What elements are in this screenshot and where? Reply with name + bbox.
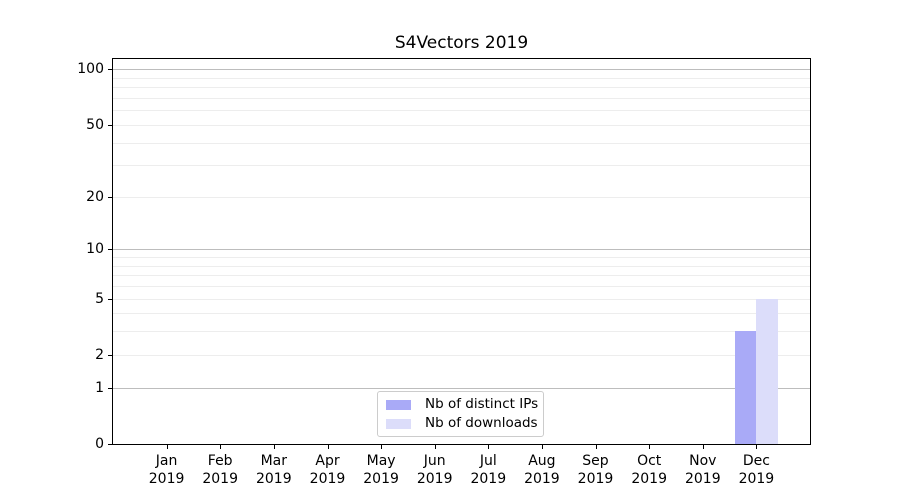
y-tick-mark xyxy=(108,124,113,126)
x-tick-label: Nov 2019 xyxy=(684,453,721,487)
y-tick-mark xyxy=(108,354,113,356)
minor-gridline xyxy=(113,142,810,144)
x-tick-mark xyxy=(273,445,275,449)
y-tick-mark xyxy=(108,387,113,389)
y-tick-label: 100 xyxy=(77,61,104,78)
legend-swatch xyxy=(386,418,411,429)
x-tick-mark xyxy=(166,445,168,449)
minor-gridline xyxy=(113,196,810,198)
y-tick-mark xyxy=(108,249,113,251)
x-tick-mark xyxy=(220,445,222,449)
minor-gridline xyxy=(113,313,810,315)
x-tick-label: Feb 2019 xyxy=(202,453,238,487)
minor-gridline xyxy=(113,298,810,300)
y-tick-label: 50 xyxy=(86,116,104,133)
x-tick-label: Aug 2019 xyxy=(524,453,560,487)
y-tick-label: 5 xyxy=(95,290,104,307)
x-tick-mark xyxy=(756,445,758,449)
minor-gridline xyxy=(113,124,810,126)
y-tick-mark xyxy=(108,444,113,445)
x-tick-mark xyxy=(327,445,329,449)
x-tick-label: Jan 2019 xyxy=(148,453,185,487)
bar xyxy=(756,298,778,444)
y-tick-label: 2 xyxy=(95,346,104,363)
x-tick-label: Jun 2019 xyxy=(416,453,453,487)
legend: Nb of distinct IPs Nb of downloads xyxy=(377,391,544,437)
minor-gridline xyxy=(113,110,810,112)
minor-gridline xyxy=(113,331,810,333)
x-tick-mark xyxy=(649,445,651,449)
x-tick-label: Mar 2019 xyxy=(255,453,292,487)
y-tick-label: 0 xyxy=(95,436,104,452)
x-tick-label: May 2019 xyxy=(363,453,399,487)
legend-swatch xyxy=(386,399,411,410)
y-tick-label: 1 xyxy=(95,379,104,396)
x-tick-mark xyxy=(595,445,597,449)
x-tick-mark xyxy=(702,445,704,449)
minor-gridline xyxy=(113,275,810,277)
legend-label: Nb of distinct IPs xyxy=(425,396,539,412)
y-tick-mark xyxy=(108,298,113,300)
x-tick-label: Sep 2019 xyxy=(577,453,614,487)
minor-gridline xyxy=(113,97,810,99)
y-tick-mark xyxy=(108,69,113,71)
minor-gridline xyxy=(113,165,810,167)
x-tick-label: Jul 2019 xyxy=(470,453,507,487)
y-tick-label: 10 xyxy=(86,241,104,258)
legend-item: Nb of distinct IPs xyxy=(386,397,543,412)
x-tick-mark xyxy=(434,445,436,449)
minor-gridline xyxy=(113,286,810,287)
major-gridline xyxy=(113,249,810,251)
y-tick-label: 20 xyxy=(86,188,104,205)
bar xyxy=(734,331,757,444)
x-tick-label: Apr 2019 xyxy=(309,453,346,487)
x-tick-label: Dec 2019 xyxy=(738,453,775,487)
minor-gridline xyxy=(113,77,810,79)
minor-gridline xyxy=(113,354,810,356)
major-gridline xyxy=(113,69,810,71)
x-tick-label: Oct 2019 xyxy=(631,453,667,487)
x-tick-mark xyxy=(488,445,490,449)
major-gridline xyxy=(113,387,810,389)
y-tick-mark xyxy=(108,196,113,198)
x-tick-mark xyxy=(381,445,383,449)
minor-gridline xyxy=(113,265,810,267)
minor-gridline xyxy=(113,87,810,89)
legend-label: Nb of downloads xyxy=(425,415,538,431)
x-tick-mark xyxy=(541,445,543,449)
chart-title: S4Vectors 2019 xyxy=(394,33,529,53)
legend-item: Nb of downloads xyxy=(386,416,543,431)
minor-gridline xyxy=(113,257,810,258)
